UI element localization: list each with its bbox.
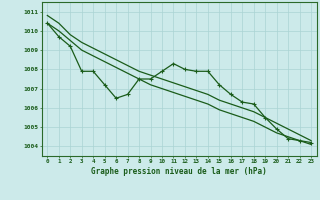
X-axis label: Graphe pression niveau de la mer (hPa): Graphe pression niveau de la mer (hPa) bbox=[91, 167, 267, 176]
